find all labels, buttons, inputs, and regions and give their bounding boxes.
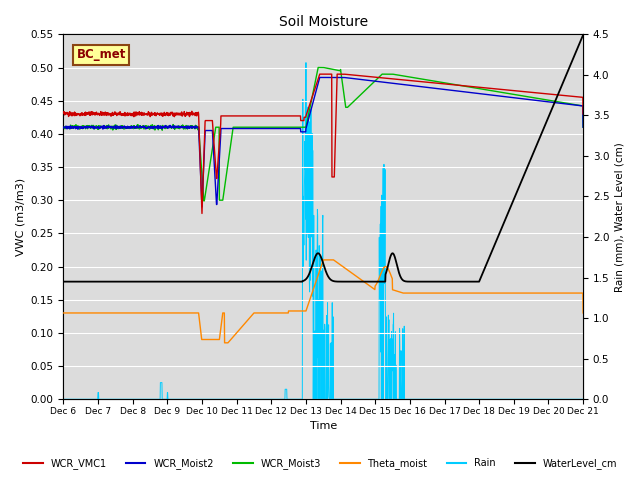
WCR_Moist2 xyxy=(299,129,307,135)
WCR_Moist3 xyxy=(314,65,322,71)
Line: WCR_Moist3: WCR_Moist3 xyxy=(63,68,583,201)
WCR_VMC1 xyxy=(579,111,587,117)
Theta_moist xyxy=(221,340,228,346)
Y-axis label: VWC (m3/m3): VWC (m3/m3) xyxy=(15,178,25,256)
WCR_Moist3 xyxy=(469,85,477,91)
WCR_VMC1 xyxy=(564,93,572,99)
Theta_moist xyxy=(579,310,587,316)
WCR_Moist2 xyxy=(564,101,572,107)
WCR_Moist3 xyxy=(60,124,67,130)
WCR_Moist3 xyxy=(312,73,320,79)
Theta_moist xyxy=(564,290,572,296)
Legend: WCR_VMC1, WCR_Moist2, WCR_Moist3, Theta_moist, Rain, WaterLevel_cm: WCR_VMC1, WCR_Moist2, WCR_Moist3, Theta_… xyxy=(19,454,621,473)
WaterLevel_cm xyxy=(564,69,572,74)
WCR_Moist3 xyxy=(200,198,207,204)
WCR_Moist2 xyxy=(579,124,587,130)
WaterLevel_cm xyxy=(468,279,476,285)
Rain xyxy=(298,396,306,402)
Theta_moist xyxy=(86,310,94,316)
WCR_VMC1 xyxy=(86,112,94,118)
Rain xyxy=(564,396,572,402)
Theta_moist xyxy=(60,310,67,316)
WCR_Moist2 xyxy=(312,87,320,93)
WCR_Moist2 xyxy=(469,90,477,96)
WaterLevel_cm xyxy=(298,279,306,285)
WCR_Moist3 xyxy=(579,124,587,130)
Theta_moist xyxy=(299,308,307,314)
Line: Rain: Rain xyxy=(63,62,583,399)
Rain xyxy=(579,396,587,402)
WCR_Moist2 xyxy=(564,101,572,107)
Rain xyxy=(312,396,320,402)
Text: BC_met: BC_met xyxy=(76,48,126,61)
Theta_moist xyxy=(312,277,320,283)
WCR_VMC1 xyxy=(60,109,67,115)
WCR_Moist2 xyxy=(316,74,324,80)
WCR_VMC1 xyxy=(564,93,572,99)
Rain xyxy=(564,396,572,402)
WCR_VMC1 xyxy=(316,71,324,77)
X-axis label: Time: Time xyxy=(310,421,337,432)
Line: WCR_VMC1: WCR_VMC1 xyxy=(63,74,583,214)
WaterLevel_cm xyxy=(86,279,94,285)
Rain xyxy=(302,60,310,65)
WCR_VMC1 xyxy=(312,82,320,87)
WCR_Moist3 xyxy=(299,124,307,130)
Theta_moist xyxy=(469,290,477,296)
WCR_VMC1 xyxy=(469,84,477,90)
Rain xyxy=(60,396,67,402)
WCR_VMC1 xyxy=(198,211,206,216)
Line: WCR_Moist2: WCR_Moist2 xyxy=(63,77,583,207)
WCR_Moist3 xyxy=(564,101,572,107)
Line: Theta_moist: Theta_moist xyxy=(63,260,583,343)
Rain xyxy=(86,396,94,402)
WCR_Moist2 xyxy=(198,204,206,210)
Title: Soil Moisture: Soil Moisture xyxy=(278,15,368,29)
Theta_moist xyxy=(564,290,572,296)
WCR_VMC1 xyxy=(299,118,307,123)
Theta_moist xyxy=(319,257,327,263)
WaterLevel_cm xyxy=(312,252,320,258)
WCR_Moist3 xyxy=(86,124,94,130)
WCR_Moist2 xyxy=(86,124,94,130)
WCR_Moist2 xyxy=(60,124,67,130)
WCR_Moist3 xyxy=(564,101,572,107)
WaterLevel_cm xyxy=(60,279,67,285)
Line: WaterLevel_cm: WaterLevel_cm xyxy=(63,35,583,282)
WaterLevel_cm xyxy=(579,32,587,38)
WaterLevel_cm xyxy=(564,68,572,73)
Rain xyxy=(469,396,477,402)
Y-axis label: Rain (mm), Water Level (cm): Rain (mm), Water Level (cm) xyxy=(615,142,625,292)
